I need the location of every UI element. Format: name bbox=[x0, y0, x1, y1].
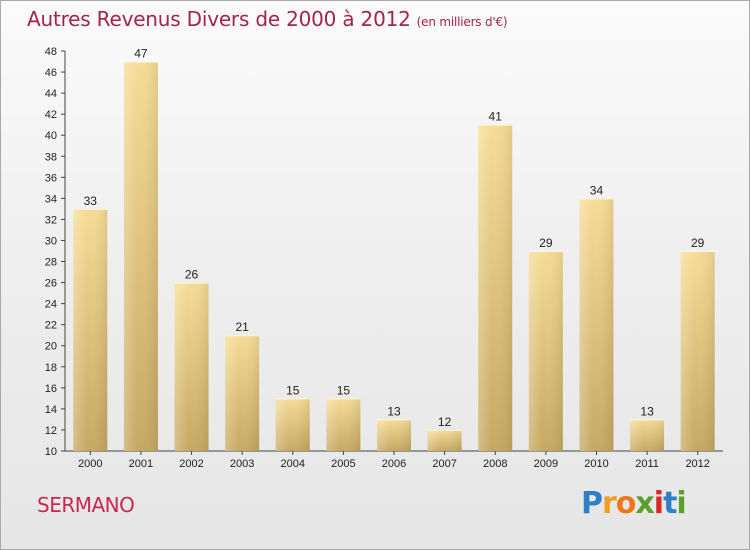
value-label-2002: 26 bbox=[185, 268, 199, 282]
x-tick-label-2008: 2008 bbox=[483, 458, 507, 470]
logo-letter: x bbox=[635, 486, 654, 521]
y-tick-label: 48 bbox=[45, 46, 57, 58]
commune-name: SERMANO bbox=[37, 493, 135, 517]
axes: 10 12 14 16 18 20 22 24 26 28 30 32 34 36 38 40 42 44 46 48… bbox=[45, 46, 723, 470]
logo-letter: i bbox=[676, 486, 686, 521]
value-label-2008: 41 bbox=[489, 110, 503, 124]
bar-shade-2010 bbox=[579, 198, 614, 451]
x-tick-label-2000: 2000 bbox=[78, 458, 102, 470]
bar-shade-2011 bbox=[630, 419, 665, 451]
value-label-2011: 13 bbox=[640, 404, 654, 418]
y-tick-label: 46 bbox=[45, 67, 57, 79]
logo-letter: P bbox=[581, 486, 603, 521]
y-tick-label: 30 bbox=[45, 235, 57, 247]
y-tick-label: 16 bbox=[45, 383, 57, 395]
logo-letter: o bbox=[615, 486, 637, 521]
y-tick-label: 20 bbox=[45, 341, 57, 353]
value-labels: 33 47 26 21 15 15 13 12 41 29 34 13 29 bbox=[84, 47, 705, 429]
x-tick-label-2006: 2006 bbox=[382, 458, 406, 470]
bar-shade-2012 bbox=[680, 251, 715, 451]
y-tick-label: 24 bbox=[45, 299, 57, 311]
bars bbox=[73, 61, 715, 452]
value-label-2009: 29 bbox=[539, 236, 553, 250]
y-tick-label: 42 bbox=[45, 109, 57, 121]
value-label-2010: 34 bbox=[590, 183, 604, 197]
y-tick-label: 40 bbox=[45, 130, 57, 142]
bar-shade-2000 bbox=[73, 208, 108, 451]
y-tick-label: 10 bbox=[45, 446, 57, 458]
y-tick-label: 18 bbox=[45, 362, 57, 374]
y-tick-label: 12 bbox=[45, 425, 57, 437]
bar-shade-2002 bbox=[174, 282, 209, 451]
bar-shade-2005 bbox=[326, 398, 361, 451]
x-tick-label-2007: 2007 bbox=[432, 458, 456, 470]
x-tick-label-2005: 2005 bbox=[331, 458, 355, 470]
bar-shade-2006 bbox=[377, 419, 411, 451]
x-tick-label-2004: 2004 bbox=[281, 458, 305, 470]
x-tick-label-2002: 2002 bbox=[179, 458, 203, 470]
value-label-2012: 29 bbox=[691, 236, 705, 250]
value-label-2005: 15 bbox=[337, 383, 351, 397]
chart-title-text: Autres Revenus Divers de 2000 à 2012 bbox=[27, 7, 411, 31]
value-label-2001: 47 bbox=[134, 47, 148, 61]
y-tick-label: 44 bbox=[45, 88, 57, 100]
y-tick-label: 32 bbox=[45, 214, 57, 226]
y-tick-label: 36 bbox=[45, 172, 57, 184]
x-tick-label-2003: 2003 bbox=[230, 458, 254, 470]
logo-letter: i bbox=[653, 486, 664, 521]
bar-shade-2003 bbox=[225, 335, 260, 451]
y-tick-label: 34 bbox=[45, 193, 57, 205]
value-label-2006: 13 bbox=[387, 404, 401, 418]
logo-letter: t bbox=[663, 486, 677, 521]
bar-shade-2008 bbox=[478, 124, 513, 452]
bar-shade-2007 bbox=[427, 429, 462, 451]
x-tick-label-2009: 2009 bbox=[534, 458, 558, 470]
y-tick-label: 38 bbox=[45, 151, 57, 163]
y-tick-label: 28 bbox=[45, 257, 57, 269]
bar-shade-2001 bbox=[123, 61, 158, 452]
x-tick-label-2010: 2010 bbox=[584, 458, 608, 470]
value-label-2000: 33 bbox=[84, 194, 98, 208]
bar-shade-2009 bbox=[528, 251, 563, 451]
bar-shade-2004 bbox=[275, 398, 310, 451]
proxiti-logo[interactable]: Proxiti bbox=[581, 486, 687, 521]
x-tick-label-2001: 2001 bbox=[129, 458, 153, 470]
logo-letter: r bbox=[602, 486, 617, 521]
y-tick-label: 22 bbox=[45, 320, 57, 332]
y-tick-label: 14 bbox=[45, 404, 57, 416]
x-tick-label-2011: 2011 bbox=[635, 458, 659, 470]
value-label-2004: 15 bbox=[286, 383, 300, 397]
value-label-2003: 21 bbox=[235, 320, 249, 334]
value-label-2007: 12 bbox=[438, 415, 452, 429]
y-tick-label: 26 bbox=[45, 278, 57, 290]
x-tick-label-2012: 2012 bbox=[685, 458, 709, 470]
chart-subtitle: (en milliers d'€) bbox=[416, 15, 508, 29]
chart-title: Autres Revenus Divers de 2000 à 2012 (en … bbox=[27, 7, 508, 31]
